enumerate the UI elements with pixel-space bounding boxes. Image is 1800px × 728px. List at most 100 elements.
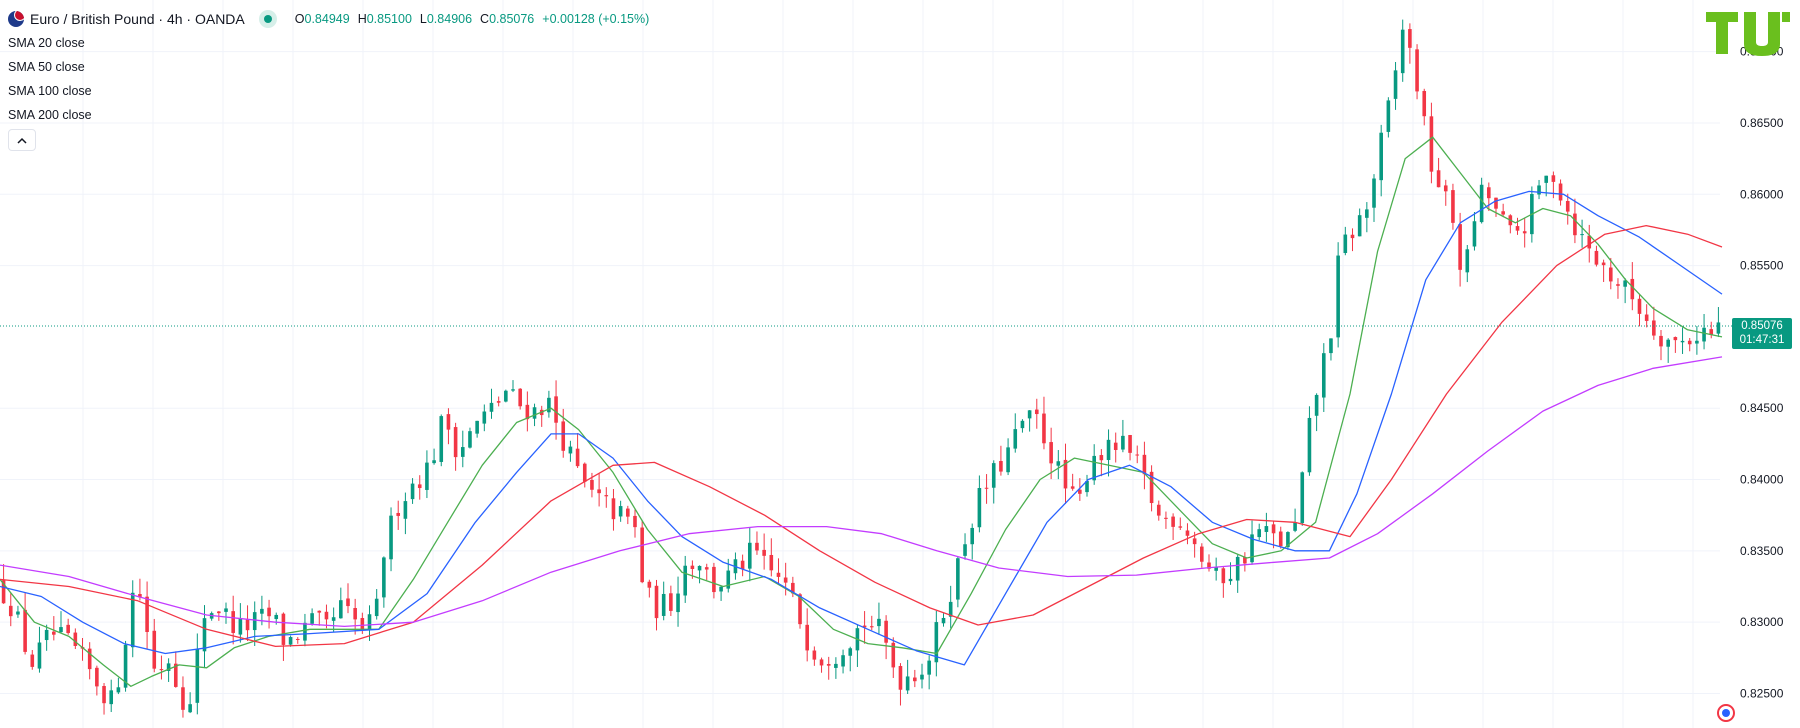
candle-body <box>1687 340 1692 345</box>
candle-body <box>1192 538 1197 545</box>
indicator-row[interactable]: SMA 20 close <box>8 31 92 55</box>
candle-body <box>1 580 6 604</box>
candle-body <box>1659 335 1663 347</box>
candle-body <box>798 594 802 625</box>
candle-body <box>999 461 1003 472</box>
candle-body <box>102 686 106 704</box>
ohlc-value: 0.85076 <box>489 12 535 26</box>
candle-body <box>891 642 896 668</box>
candle-body <box>1580 234 1584 236</box>
candle-body <box>1716 322 1721 334</box>
candle-body <box>8 605 13 617</box>
candle-body <box>496 401 501 403</box>
candle-body <box>970 527 975 545</box>
candle-body <box>841 655 845 667</box>
candle-body <box>525 404 530 420</box>
candle-body <box>339 600 343 619</box>
candle-body <box>1020 420 1025 429</box>
candle-body <box>669 593 673 611</box>
indicator-row[interactable]: SMA 50 close <box>8 55 92 79</box>
candle-body <box>1056 461 1061 466</box>
candle-body <box>396 512 401 516</box>
candle-body <box>1149 471 1154 504</box>
chart-header: Euro / British Pound · 4h · OANDA O 0.849… <box>8 9 657 29</box>
candle-body <box>1264 526 1269 532</box>
candle-body <box>1702 327 1706 342</box>
indicator-row[interactable]: SMA 100 close <box>8 79 92 103</box>
ohlc-values: O 0.84949 H 0.85100 L 0.84906 C 0.85076 +0.00128… <box>295 12 658 26</box>
candle-body <box>410 483 415 500</box>
candle-body <box>1357 215 1362 237</box>
candle-body <box>1415 49 1419 92</box>
ohlc-value: +0.00128 (+0.15%) <box>542 12 650 26</box>
candle-body <box>719 586 723 592</box>
candle-body <box>52 631 56 635</box>
candle-body <box>1099 455 1104 461</box>
indicator-name: SMA <box>8 108 36 122</box>
candle-body <box>202 618 207 652</box>
candle-body <box>1623 280 1627 287</box>
ohlc-value: 0.85100 <box>366 12 412 26</box>
sma-20-line <box>0 136 1723 687</box>
candle-body <box>640 527 644 583</box>
collapse-legend-button[interactable] <box>8 129 36 151</box>
candle-body <box>238 618 243 635</box>
ohlc-value: 0.84949 <box>304 12 350 26</box>
candle-body <box>460 447 465 457</box>
last-price-badge[interactable]: 0.85076 01:47:31 <box>1732 318 1792 350</box>
candle-body <box>1487 187 1491 199</box>
candle-body <box>1472 221 1477 247</box>
candle-body <box>1436 170 1441 188</box>
candle-body <box>1013 429 1018 449</box>
candle-body <box>231 611 235 633</box>
candle-body <box>776 572 781 577</box>
candle-body <box>1372 178 1376 208</box>
candle-body <box>862 625 867 628</box>
last-price-value: 0.85076 <box>1741 320 1783 333</box>
candle-body <box>468 431 472 448</box>
candle-body <box>1429 116 1434 172</box>
indicator-row[interactable]: SMA 200 close <box>8 103 92 127</box>
symbol-title[interactable]: Euro / British Pound · 4h · OANDA <box>30 11 245 27</box>
currency-switch-icon[interactable] <box>1717 704 1735 722</box>
candle-body <box>791 582 795 594</box>
candle-body <box>1257 529 1262 538</box>
candle-body <box>453 427 458 458</box>
candle-body <box>1027 410 1032 419</box>
candle-body <box>913 677 917 682</box>
indicator-args: 100 close <box>38 84 92 98</box>
candle-body <box>432 460 436 464</box>
candle-body <box>504 390 508 402</box>
candle-body <box>1293 522 1297 531</box>
candle-body <box>1644 314 1649 321</box>
candle-body <box>1142 454 1147 475</box>
candle-body <box>1049 442 1053 464</box>
candle-body <box>762 549 766 556</box>
y-tick-label: 0.86000 <box>1740 187 1784 201</box>
candle-body <box>281 613 286 645</box>
candle-body <box>346 598 350 607</box>
candle-body <box>482 411 487 424</box>
candle-body <box>984 487 989 489</box>
candle-body <box>690 565 695 569</box>
candle-body <box>1178 526 1183 528</box>
candle-body <box>934 622 939 663</box>
candle-body <box>697 565 702 571</box>
candle-body <box>44 629 49 641</box>
candle-body <box>597 489 601 494</box>
candle-body <box>1207 562 1211 569</box>
candle-body <box>1537 185 1541 195</box>
candle-body <box>1185 530 1190 536</box>
candle-body <box>1451 190 1455 223</box>
candle-body <box>1228 578 1233 582</box>
candle-body <box>1314 394 1319 416</box>
candle-body <box>532 407 537 419</box>
candle-body <box>819 659 824 666</box>
market-status-icon[interactable] <box>258 10 277 28</box>
candle-body <box>260 608 264 614</box>
candle-body <box>755 542 759 551</box>
candle-body <box>374 598 379 617</box>
candle-body <box>367 614 372 630</box>
